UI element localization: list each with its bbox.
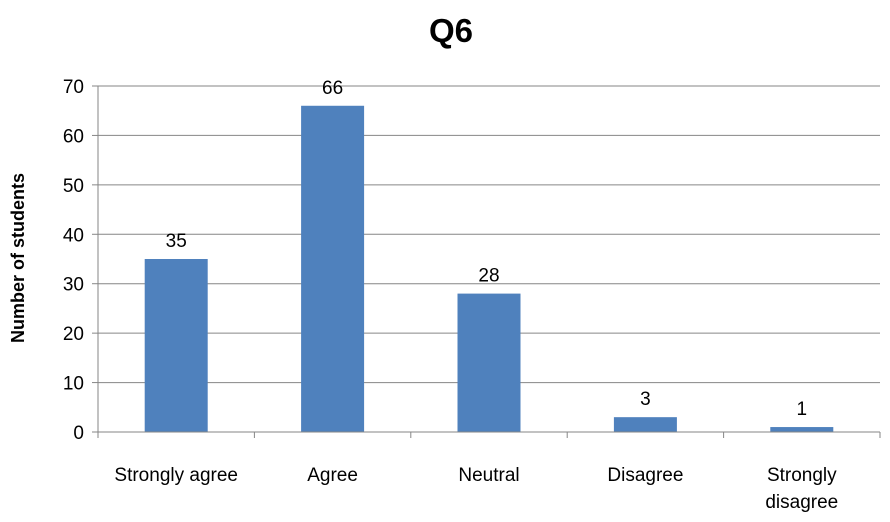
data-label: 66 (322, 78, 343, 99)
bar (613, 417, 677, 432)
bar (144, 259, 208, 432)
y-axis-ticks: 0 10 20 30 40 50 60 70 (63, 77, 881, 444)
category-label: Strongly agree (114, 465, 238, 486)
bar (457, 293, 521, 432)
category-label: Neutral (458, 465, 519, 486)
y-axis-label: Number of students (8, 173, 28, 343)
bar (770, 427, 834, 432)
y-tick-label: 20 (63, 324, 84, 345)
y-tick-label: 30 (63, 275, 84, 296)
y-tick-label: 0 (73, 423, 84, 444)
y-tick-label: 70 (63, 77, 84, 98)
y-tick-label: 10 (63, 374, 84, 395)
y-tick-label: 40 (63, 225, 84, 246)
bars (144, 105, 834, 433)
category-label: Disagree (607, 465, 683, 486)
y-tick-label: 50 (63, 176, 84, 197)
data-label: 28 (478, 266, 499, 287)
data-label: 3 (640, 389, 651, 410)
bar (301, 105, 365, 433)
x-axis-categories: Strongly agree Agree Neutral Disagree Strong… (114, 465, 838, 513)
category-label: Agree (307, 465, 358, 486)
y-tick-label: 60 (63, 126, 84, 147)
data-labels: 35 66 28 3 1 (166, 78, 807, 420)
chart-title: Q6 (429, 12, 473, 49)
gridlines (98, 85, 880, 384)
category-label: Strongly disagree (765, 465, 838, 513)
data-label: 1 (797, 399, 808, 420)
data-label: 35 (166, 231, 187, 252)
